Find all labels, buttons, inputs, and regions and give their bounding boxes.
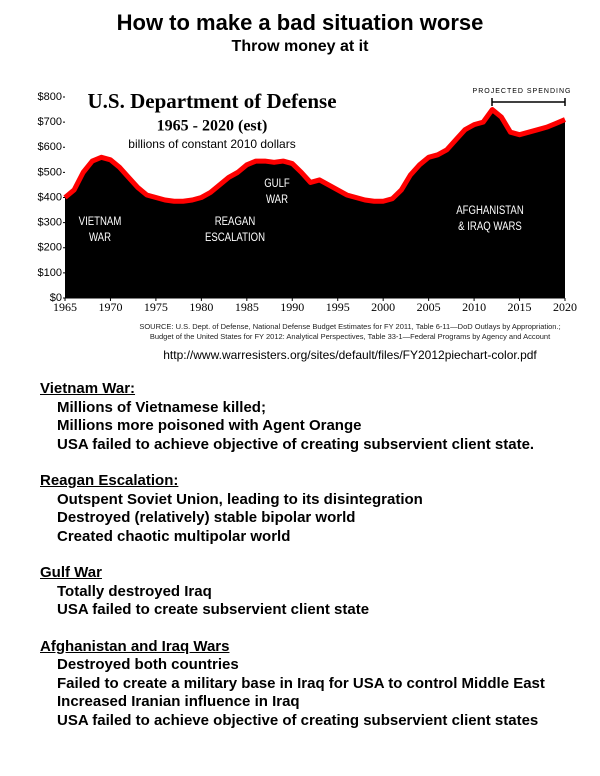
section-item: Millions more poisoned with Agent Orange (57, 417, 362, 434)
chart-unit: billions of constant 2010 dollars (128, 137, 295, 151)
section-heading: Vietnam War: (40, 380, 136, 397)
sections: Vietnam War: Millions of Vietnamese kille… (40, 380, 600, 748)
annotation: WAR (266, 193, 288, 206)
x-tick-label: 1970 (98, 300, 122, 314)
annotation: ESCALATION (205, 231, 265, 244)
x-tick-label: 1995 (326, 300, 350, 314)
x-tick-label: 2010 (462, 300, 486, 314)
x-tick-label: 1990 (280, 300, 304, 314)
annotation: GULF (264, 177, 290, 190)
source-line: SOURCE: U.S. Dept. of Defense, National … (139, 322, 561, 331)
area (65, 109, 565, 298)
chart-title: U.S. Department of Defense (87, 89, 336, 113)
x-tick-label: 2015 (508, 300, 532, 314)
x-tick-label: 1975 (144, 300, 168, 314)
annotation: PROJECTED SPENDING (473, 88, 572, 95)
chart-subtitle: 1965 - 2020 (est) (157, 118, 268, 135)
section: Vietnam War: Millions of Vietnamese kille… (40, 380, 600, 454)
section-item: Totally destroyed Iraq (57, 582, 212, 600)
annotation: REAGAN (215, 215, 256, 228)
chart: U.S. Department of Defense 1965 - 2020 (… (38, 88, 577, 314)
annotation: & IRAQ WARS (458, 220, 522, 233)
section-item: USA failed to create subservient client … (57, 601, 370, 618)
source-line: Budget of the United States for FY 2012:… (149, 332, 551, 341)
section-item: Created chaotic multipolar world (57, 527, 291, 545)
section-heading: Gulf War (40, 564, 102, 581)
section-item: Failed to create a military base in Iraq… (57, 674, 545, 692)
projection-bracket (491, 98, 566, 106)
annotation: VIETNAM (79, 215, 122, 228)
x-tick-label: 1965 (53, 300, 77, 314)
section: Gulf War Totally destroyed Iraq USA failed… (40, 564, 600, 620)
x-tick-label: 1985 (235, 300, 259, 314)
section-item: Increased Iranian influence in Iraq (57, 693, 300, 710)
section-item: Destroyed (relatively) stable bipolar wo… (57, 509, 356, 526)
section-item: Millions of Vietnamese killed; (57, 398, 266, 416)
section: Afghanistan and Iraq Wars Destroyed both … (40, 638, 600, 731)
y-tick-label: $100 (38, 267, 62, 279)
section-item: Outspent Soviet Union, leading to its di… (57, 490, 423, 508)
y-tick-label: $600 (38, 141, 62, 153)
y-tick-label: $800 (38, 91, 62, 103)
section-item: USA failed to achieve objective of creat… (57, 711, 539, 729)
page-title: How to make a bad situation worse (116, 10, 484, 35)
section: Reagan Escalation: Outspent Soviet Union,… (40, 472, 600, 546)
x-tick-label: 1980 (189, 300, 213, 314)
y-tick-label: $200 (38, 242, 62, 254)
x-tick-label: 2020 (553, 300, 577, 314)
y-tick-label: $400 (38, 191, 62, 203)
y-tick-label: $700 (38, 116, 62, 128)
line (63, 107, 566, 204)
x-tick-label: 2005 (417, 300, 441, 314)
y-tick-label: $300 (38, 217, 62, 229)
section-item: Destroyed both countries (57, 656, 239, 673)
section-heading: Afghanistan and Iraq Wars (40, 637, 230, 655)
annotation: WAR (89, 231, 111, 244)
annotation: AFGHANISTAN (456, 204, 524, 217)
section-heading: Reagan Escalation: (40, 472, 179, 489)
y-tick-label: $500 (38, 166, 62, 178)
section-item: USA failed to achieve objective of creat… (57, 435, 535, 453)
x-tick-label: 2000 (371, 300, 395, 314)
y-tick-label: $0 (50, 292, 62, 304)
page-subtitle: Throw money at it (231, 38, 369, 55)
url: http://www.warresisters.org/sites/defaul… (163, 348, 537, 362)
